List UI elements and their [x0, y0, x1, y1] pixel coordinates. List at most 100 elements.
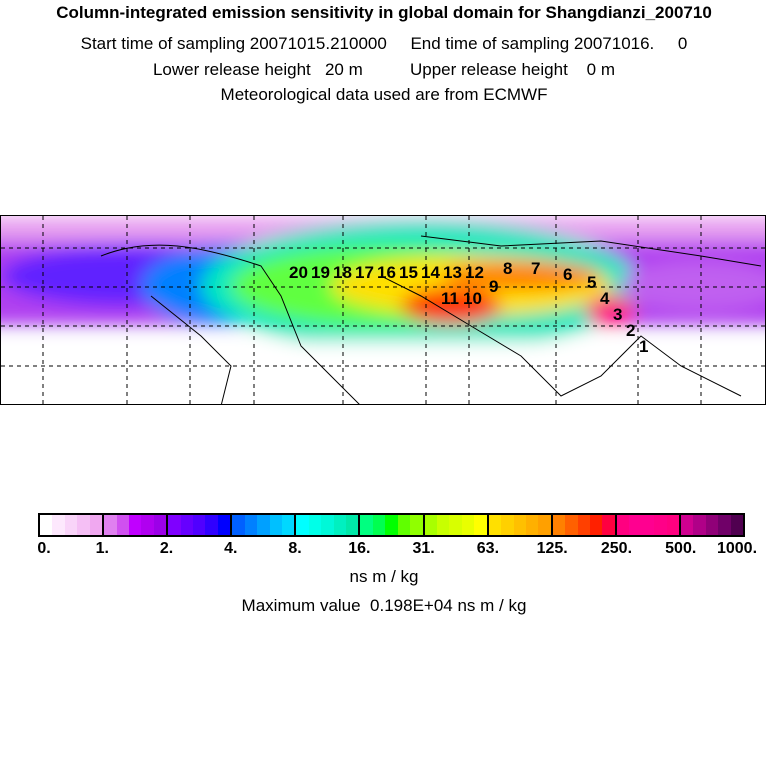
color-swatch [654, 515, 667, 535]
trajectory-label: 6 [563, 265, 573, 284]
color-swatch [40, 515, 53, 535]
color-swatch [616, 515, 630, 535]
color-swatch [629, 515, 642, 535]
color-swatch [577, 515, 591, 535]
color-swatch [116, 515, 129, 535]
colorbar-segment [360, 515, 425, 535]
trajectory-label: 3 [613, 305, 623, 324]
color-swatch [565, 515, 578, 535]
color-swatch [89, 515, 103, 535]
colorbar-tick-label: 250. [600, 540, 633, 557]
color-swatch [590, 515, 603, 535]
trajectory-label: 5 [587, 273, 597, 292]
colorbar-tick-label: 2. [159, 540, 174, 557]
plot-title: Column-integrated emission sensitivity i… [56, 3, 712, 22]
colorbar-unit: ns m / kg [349, 567, 419, 586]
color-swatch [666, 515, 679, 535]
color-swatch [693, 515, 706, 535]
colorbar-segment [488, 515, 553, 535]
color-swatch [424, 515, 437, 535]
color-swatch [436, 515, 450, 535]
color-swatch [372, 515, 386, 535]
colorbar-segment [168, 515, 233, 535]
colorbar-tick-label: 500. [665, 540, 697, 557]
met-data-source: Meteorological data used are from ECMWF [220, 85, 548, 104]
color-swatch [346, 515, 359, 535]
color-swatch [525, 515, 539, 535]
trajectory-label: 7 [531, 259, 541, 278]
color-swatch [410, 515, 423, 535]
colorbar-segment [40, 515, 105, 535]
trajectory-label: 1 [639, 337, 649, 356]
colorbar-segment [104, 515, 169, 535]
color-swatch [168, 515, 181, 535]
sampling-time: Start time of sampling 20071015.210000 E… [80, 34, 688, 53]
color-swatch [488, 515, 502, 535]
release-height: Lower release height 20 m Upper release … [152, 60, 616, 79]
colorbar-segment [424, 515, 489, 535]
colorbar-tick-label: 63. [476, 540, 500, 557]
color-swatch [281, 515, 295, 535]
color-swatch [705, 515, 719, 535]
color-swatch [193, 515, 206, 535]
colorbar-tick-label: 16. [348, 540, 371, 557]
color-swatch [141, 515, 154, 535]
coastlines [100, 235, 762, 404]
color-swatch [449, 515, 462, 535]
color-swatch [501, 515, 514, 535]
color-swatch [641, 515, 655, 535]
trajectory-label: 12 [465, 263, 484, 282]
color-swatch [602, 515, 615, 535]
color-swatch [52, 515, 65, 535]
colorbar-segment [232, 515, 297, 535]
colorbar-tick-label: 0. [37, 540, 51, 557]
maximum-value: Maximum value 0.198E+04 ns m / kg [241, 596, 527, 615]
colorbar-segment [552, 515, 617, 535]
colorbar-tick-label: 1000. [716, 540, 758, 557]
color-swatch [269, 515, 282, 535]
color-swatch [232, 515, 245, 535]
sensitivity-map: 20 19 18 17 16 15 14 13 12 11 10 9 8 7 6 5 4 3 2 1 [0, 215, 766, 405]
trajectory-label: 10 [463, 289, 482, 308]
color-swatch [360, 515, 373, 535]
color-swatch [205, 515, 218, 535]
trajectory-label: 13 [443, 263, 462, 282]
color-swatch [513, 515, 526, 535]
color-swatch [730, 515, 744, 535]
color-swatch [333, 515, 347, 535]
color-swatch [308, 515, 322, 535]
colorbar-segment [296, 515, 361, 535]
colorbar-segment [680, 515, 744, 535]
colorbar-tick-label: 1. [95, 540, 109, 557]
color-swatch [296, 515, 309, 535]
color-swatch [385, 515, 398, 535]
color-swatch [461, 515, 475, 535]
trajectory-label: 11 [441, 289, 459, 308]
color-swatch [64, 515, 78, 535]
trajectory-label: 14 [421, 263, 440, 282]
colorbar-tick-label: 4. [224, 540, 238, 557]
color-swatch [680, 515, 694, 535]
color-swatch [397, 515, 411, 535]
trajectory-label: 4 [600, 289, 610, 308]
trajectory-label: 9 [489, 277, 499, 296]
trajectory-label: 15 [399, 263, 418, 282]
color-swatch [153, 515, 167, 535]
color-swatch [244, 515, 258, 535]
colorbar-tick-label: 31. [412, 540, 435, 557]
map-field [1, 216, 765, 404]
trajectory-label: 2 [626, 321, 636, 340]
color-swatch [474, 515, 487, 535]
colorbar [38, 513, 745, 537]
trajectory-label: 17 [355, 263, 374, 282]
trajectory-label: 19 [311, 263, 330, 282]
color-swatch [552, 515, 566, 535]
trajectory-label: 16 [377, 263, 396, 282]
color-swatch [128, 515, 142, 535]
color-swatch [718, 515, 731, 535]
colorbar-tick-label: 8. [288, 540, 302, 557]
color-swatch [77, 515, 90, 535]
color-swatch [257, 515, 270, 535]
color-swatch [180, 515, 194, 535]
colorbar-segment [616, 515, 681, 535]
